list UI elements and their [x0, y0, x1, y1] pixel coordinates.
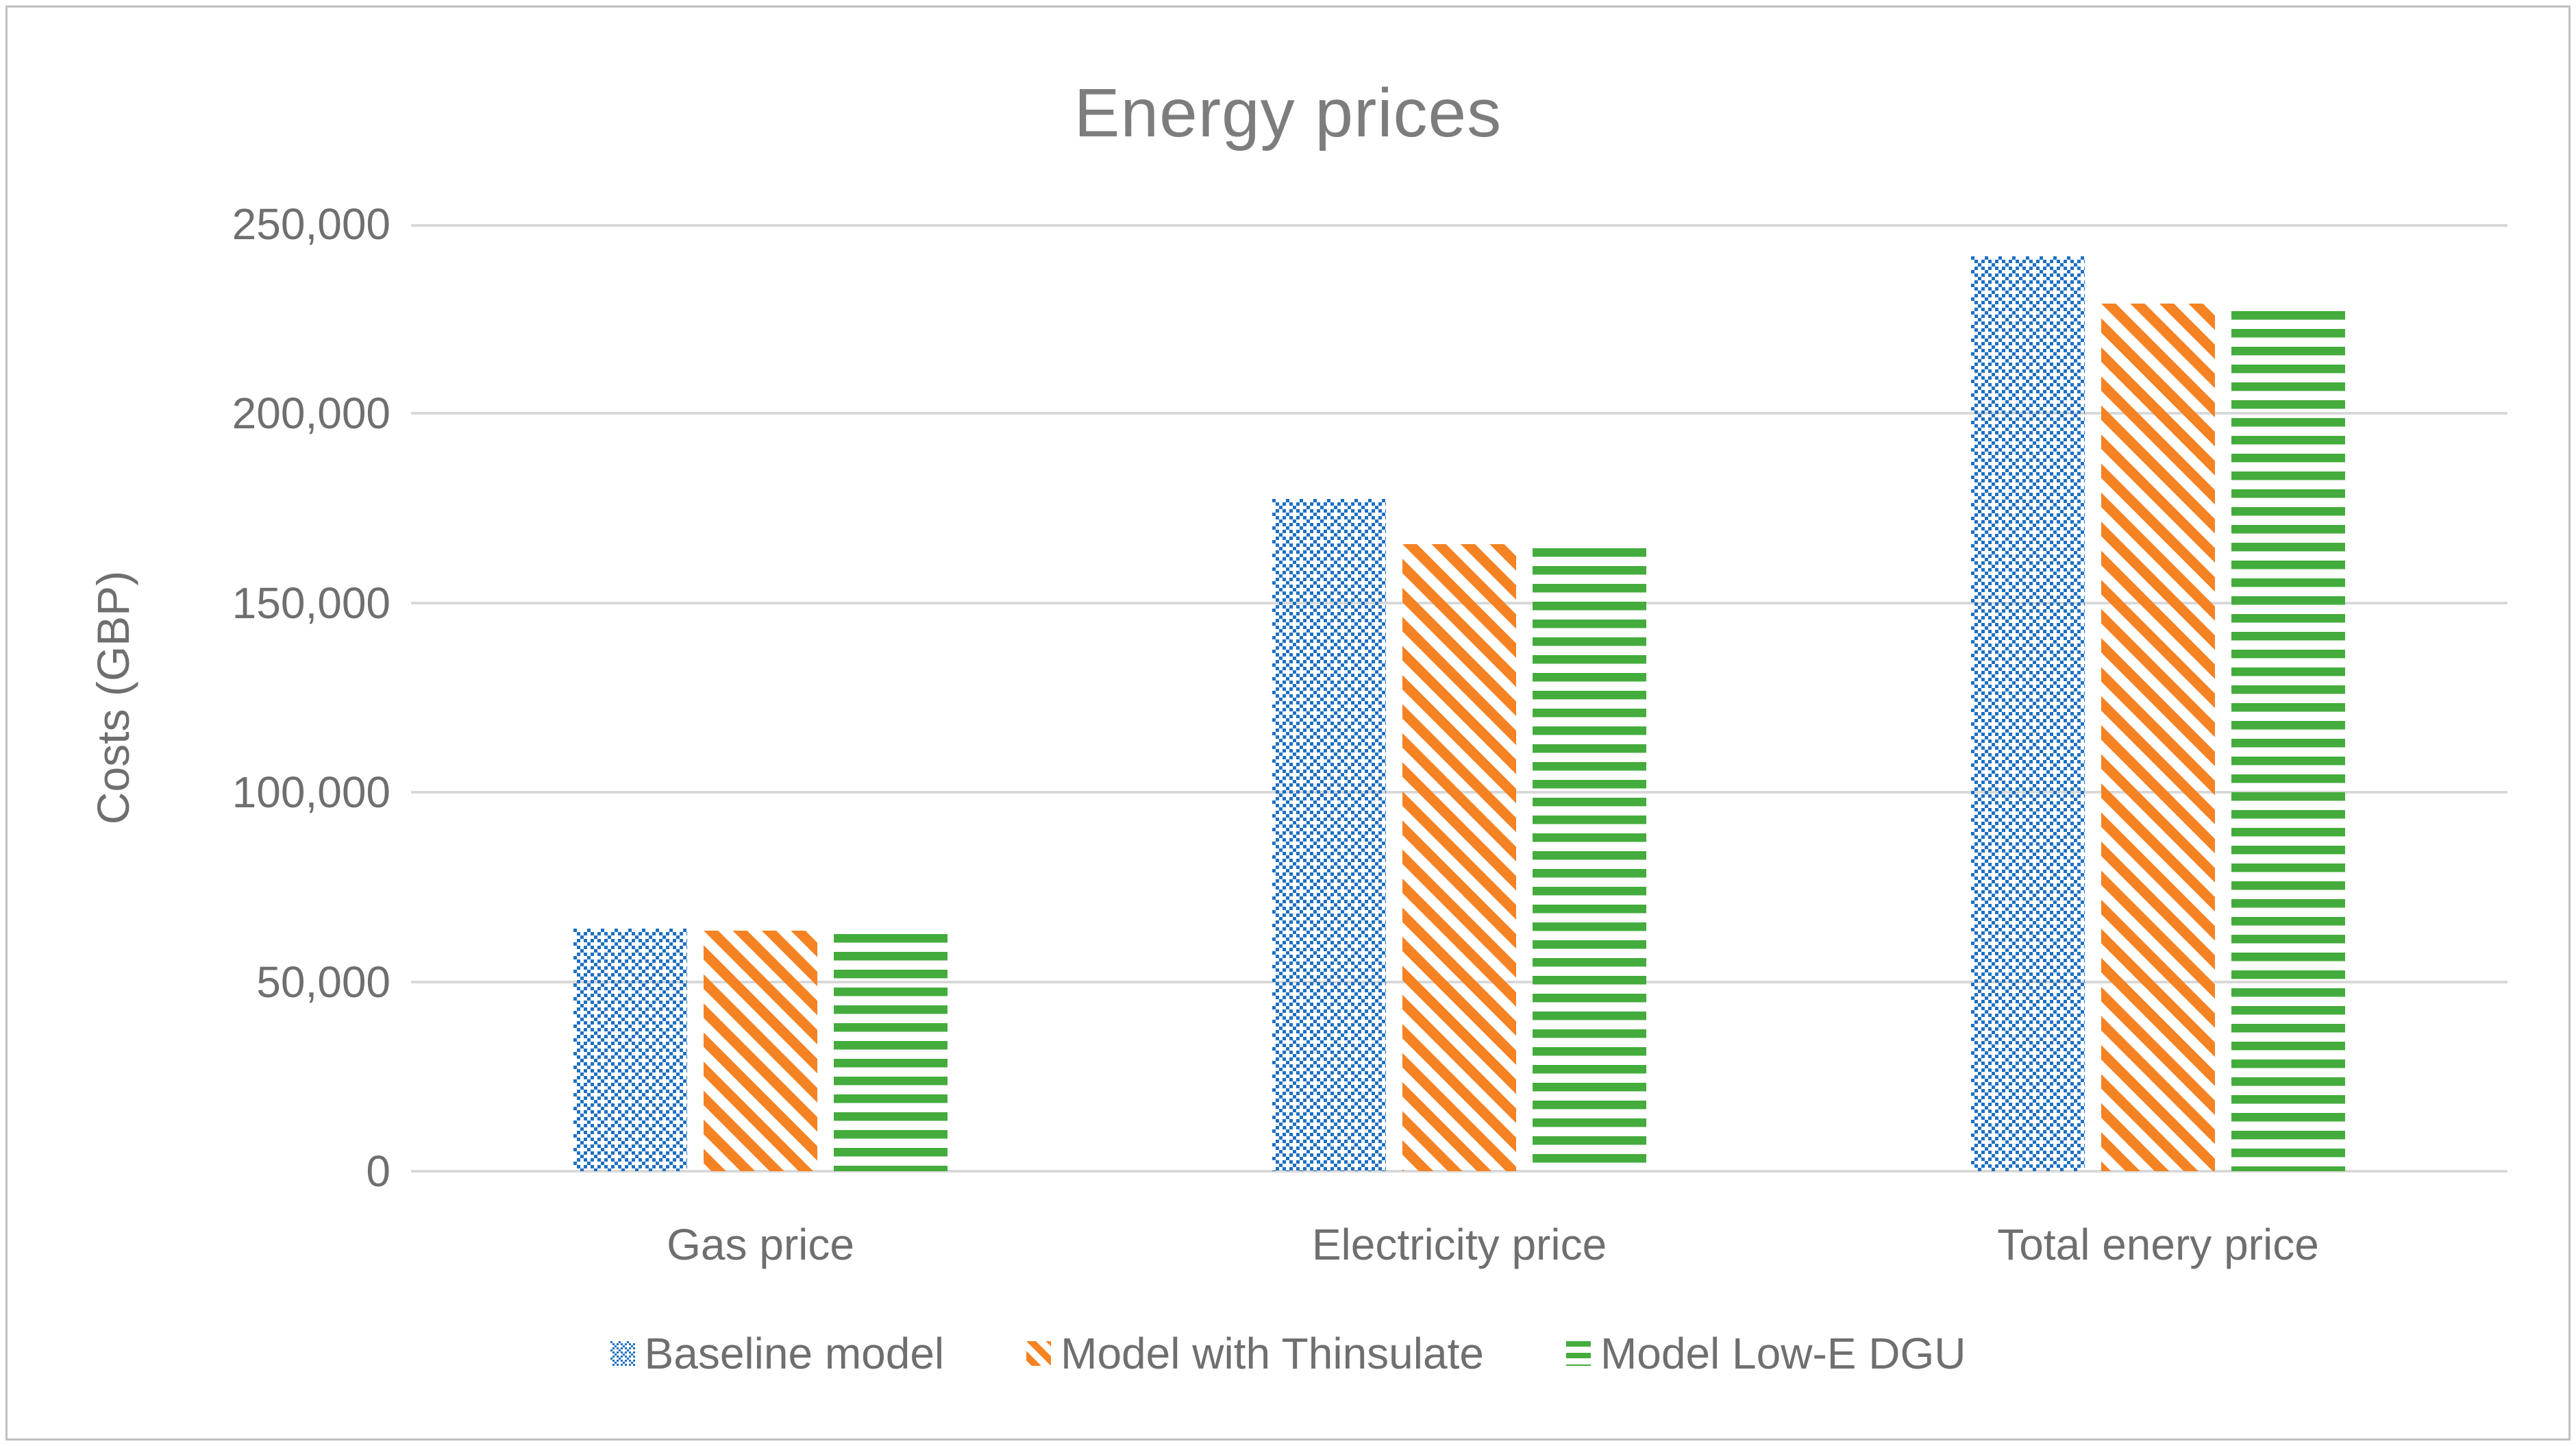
bar-baseline-model-gas-price: [573, 929, 687, 1171]
legend-item-model-low-e-dgu: Model Low-E DGU: [1565, 1328, 1966, 1379]
y-tick-label: 250,000: [232, 199, 391, 249]
bar-model-low-e-dgu-electricity-price: [1533, 548, 1646, 1171]
y-tick-label: 0: [366, 1147, 391, 1196]
chart-title: Energy prices: [1074, 75, 1502, 151]
bar-baseline-model-total-enery-price: [1971, 256, 2085, 1171]
x-category-label-electricity-price: Electricity price: [1311, 1220, 1607, 1269]
legend-label: Model Low-E DGU: [1600, 1329, 1966, 1378]
bar-baseline-model-electricity-price: [1272, 499, 1386, 1171]
bar-fill: [2101, 304, 2215, 1171]
x-category-label-gas-price: Gas price: [667, 1220, 854, 1269]
legend-marker-model-with-thinsulate: [1026, 1341, 1052, 1366]
bar-fill: [1402, 544, 1516, 1171]
x-category-label-total-enery-price: Total enery price: [1997, 1220, 2319, 1269]
legend-item-model-with-thinsulate: Model with Thinsulate: [1026, 1328, 1484, 1379]
bar-model-with-thinsulate-electricity-price: [1402, 544, 1516, 1171]
bar-fill: [1971, 256, 2085, 1171]
plot-area: [411, 224, 2507, 1173]
bar-fill: [834, 934, 948, 1171]
bar-model-low-e-dgu-gas-price: [834, 934, 948, 1171]
bar-fill: [704, 931, 817, 1171]
legend-item-baseline-model: Baseline model: [610, 1328, 945, 1379]
bar-model-with-thinsulate-total-enery-price: [2101, 304, 2215, 1171]
legend-marker-baseline-model: [610, 1341, 635, 1366]
bar-fill: [1533, 548, 1646, 1171]
bar-fill: [573, 929, 687, 1171]
gridline: [411, 412, 2507, 415]
legend: Baseline model Model with Thinsulate Model…: [0, 1328, 2576, 1379]
legend-label: Baseline model: [644, 1329, 945, 1378]
bar-fill: [1272, 499, 1386, 1171]
x-axis-category-labels: Gas price Electricity price Total enery pr…: [411, 1220, 2507, 1269]
y-axis-tick-labels: 0 50,000 100,000 150,000 200,000 250,000: [0, 202, 391, 1193]
x-axis-line: [411, 1170, 2507, 1173]
bar-model-with-thinsulate-gas-price: [704, 931, 817, 1171]
gridline: [411, 224, 2507, 227]
bar-fill: [2231, 311, 2345, 1171]
bar-model-low-e-dgu-total-enery-price: [2231, 311, 2345, 1171]
y-tick-label: 200,000: [232, 389, 391, 439]
legend-marker-model-low-e-dgu: [1565, 1341, 1591, 1366]
y-tick-label: 100,000: [232, 768, 391, 818]
y-tick-label: 50,000: [256, 957, 391, 1007]
y-tick-label: 150,000: [232, 578, 391, 628]
chart-border-frame: [5, 5, 2571, 1441]
legend-label: Model with Thinsulate: [1061, 1329, 1484, 1378]
